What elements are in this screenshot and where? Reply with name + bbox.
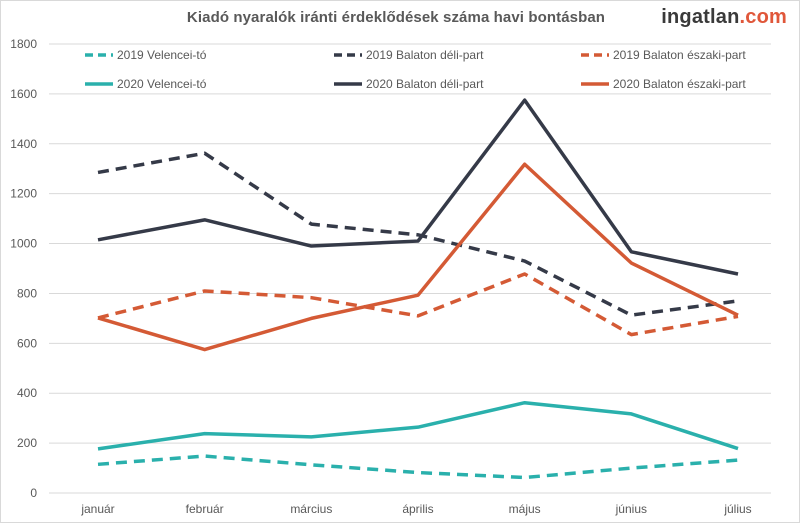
y-tick-label: 1600 bbox=[10, 87, 37, 101]
x-axis: január február március április május június jú… bbox=[80, 502, 751, 516]
legend-label-0: 2019 Velencei-tó bbox=[117, 48, 207, 62]
legend-label-5: 2020 Balaton északi-part bbox=[613, 77, 746, 91]
y-tick-label: 1800 bbox=[10, 37, 37, 51]
x-tick-label: február bbox=[186, 502, 224, 516]
x-tick-label: január bbox=[80, 502, 114, 516]
logo-main: ingatlan bbox=[661, 6, 740, 28]
x-tick-label: június bbox=[615, 502, 647, 516]
chart-title: Kiadó nyaralók iránti érdeklődések száma… bbox=[186, 9, 606, 26]
series-line-0 bbox=[97, 454, 739, 480]
series-line-4 bbox=[97, 98, 739, 276]
legend-label-3: 2020 Velencei-tó bbox=[117, 77, 207, 91]
y-tick-label: 1000 bbox=[10, 237, 37, 251]
x-tick-label: április bbox=[402, 502, 433, 516]
y-tick-label: 400 bbox=[17, 386, 37, 400]
legend-label-1: 2019 Balaton déli-part bbox=[366, 48, 484, 62]
series-lines bbox=[97, 98, 739, 480]
logo-accent: .com bbox=[739, 6, 787, 28]
y-tick-label: 1200 bbox=[10, 187, 37, 201]
x-tick-label: május bbox=[509, 502, 541, 516]
y-tick-label: 200 bbox=[17, 436, 37, 450]
series-line-1 bbox=[97, 151, 739, 317]
x-tick-label: július bbox=[723, 502, 751, 516]
brand-logo: ingatlan.com bbox=[661, 6, 787, 29]
series-line-5 bbox=[97, 162, 739, 352]
y-axis: 0 200 400 600 800 1000 1200 1400 1600 1800 bbox=[10, 37, 37, 500]
y-tick-label: 600 bbox=[17, 336, 37, 350]
legend: 2019 Velencei-tó 2019 Balaton déli-part 20… bbox=[85, 48, 746, 91]
x-tick-label: március bbox=[290, 502, 332, 516]
legend-label-2: 2019 Balaton északi-part bbox=[613, 48, 746, 62]
y-tick-label: 1400 bbox=[10, 137, 37, 151]
series-line-2 bbox=[97, 272, 739, 337]
series-line-3 bbox=[97, 400, 739, 451]
grid-lines bbox=[49, 43, 771, 494]
y-tick-label: 0 bbox=[30, 486, 37, 500]
legend-label-4: 2020 Balaton déli-part bbox=[366, 77, 484, 91]
y-tick-label: 800 bbox=[17, 286, 37, 300]
